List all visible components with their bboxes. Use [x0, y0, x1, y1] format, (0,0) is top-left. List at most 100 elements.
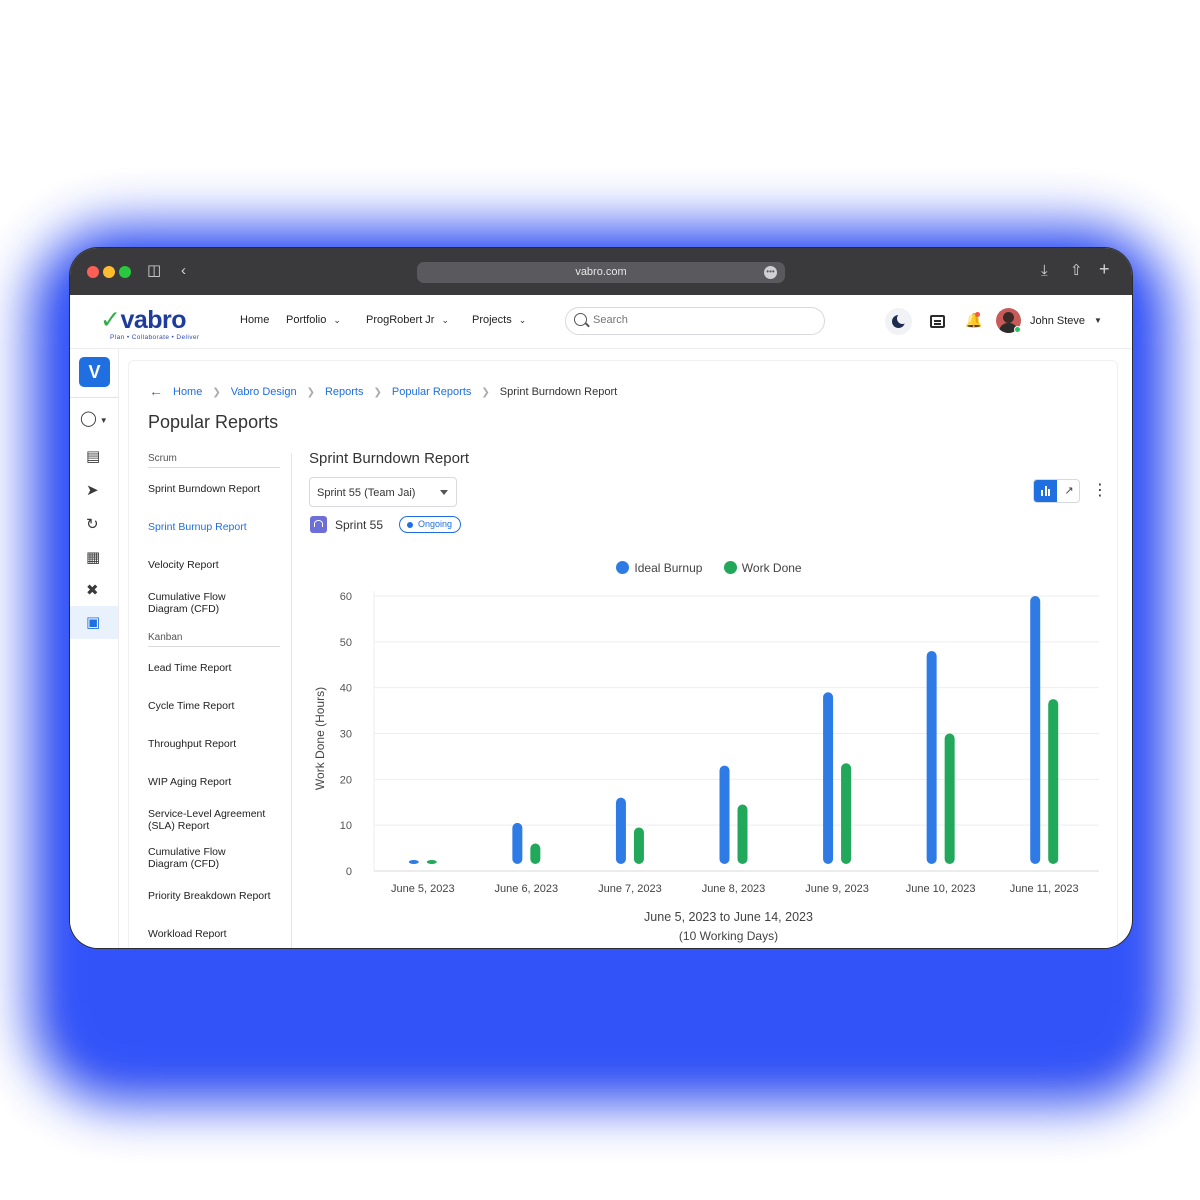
notification-dot [975, 312, 980, 317]
nav-projects[interactable]: Projects ⌄ [472, 314, 526, 326]
minimize-window-button[interactable] [103, 266, 115, 278]
nav-portfolio-label: Portfolio [286, 314, 327, 326]
x-axis-sublabel: (10 Working Days) [679, 929, 778, 943]
caret-down-icon [440, 490, 448, 495]
breadcrumb-popular-reports[interactable]: Popular Reports [391, 386, 472, 398]
report-item-velocity[interactable]: Velocity Report [148, 559, 219, 571]
sprint-select[interactable]: Sprint 55 (Team Jai) [309, 477, 457, 507]
board-icon[interactable]: ▤ [86, 448, 101, 465]
rail-divider [70, 397, 118, 398]
close-window-button[interactable] [87, 266, 99, 278]
bar-ideal[interactable] [926, 651, 937, 864]
workspace-badge[interactable]: V [79, 357, 110, 387]
report-item-cycle-time[interactable]: Cycle Time Report [148, 700, 235, 712]
bar-done[interactable] [633, 827, 644, 864]
user-menu-chevron-icon[interactable]: ▼ [1094, 316, 1102, 325]
report-item-priority-breakdown[interactable]: Priority Breakdown Report [148, 890, 271, 902]
section-heading-kanban: Kanban [148, 632, 280, 647]
bar-ideal[interactable] [408, 860, 419, 864]
report-item-lead-time[interactable]: Lead Time Report [148, 662, 232, 674]
logo-tagline: Plan • Collaborate • Deliver [110, 334, 200, 341]
messages-icon[interactable] [930, 315, 945, 328]
vabro-logo[interactable]: ✓vabro Plan • Collaborate • Deliver [100, 305, 199, 341]
y-tick-label: 40 [340, 683, 352, 695]
browser-titlebar: ◫ ‹ vabro.com ••• ⤓ ⇧ + [70, 248, 1132, 295]
breadcrumb-home[interactable]: Home [173, 386, 203, 398]
share-icon[interactable]: ⇧ [1070, 262, 1083, 279]
bar-ideal[interactable] [719, 765, 730, 864]
x-tick-label: June 9, 2023 [805, 883, 869, 895]
calendar-icon[interactable]: ▦ [86, 549, 101, 566]
report-item-cfd-kanban[interactable]: Cumulative Flow Diagram (CFD) [148, 846, 226, 870]
bar-done[interactable] [1048, 699, 1059, 864]
chevron-down-icon: ⌄ [441, 315, 450, 325]
reports-icon[interactable]: ▣ [86, 614, 101, 631]
bar-done[interactable] [426, 860, 437, 864]
bar-done[interactable] [841, 763, 852, 864]
report-item-sprint-burndown[interactable]: Sprint Burndown Report [148, 483, 261, 495]
tools-icon[interactable]: ✖ [86, 582, 99, 599]
more-icon[interactable]: ••• [764, 266, 777, 279]
legend-entry-done[interactable]: Work Done [723, 561, 802, 575]
x-tick-label: June 5, 2023 [391, 883, 455, 895]
status-badge: Ongoing [399, 516, 462, 533]
search-box[interactable] [565, 307, 825, 335]
x-tick-label: June 8, 2023 [702, 883, 766, 895]
search-icon [574, 313, 587, 326]
logo-word: vabro [120, 306, 187, 334]
report-item-wip-aging[interactable]: WIP Aging Report [148, 776, 232, 788]
y-tick-label: 20 [340, 774, 352, 786]
breadcrumb-reports[interactable]: Reports [324, 386, 364, 398]
bar-chart-icon[interactable] [1034, 480, 1057, 502]
report-item-workload[interactable]: Workload Report [148, 928, 227, 940]
maximize-window-button[interactable] [119, 266, 131, 278]
back-arrow-icon[interactable]: ‹ [181, 262, 186, 279]
bar-done[interactable] [944, 733, 955, 865]
sprint-icon[interactable]: ↻ [86, 516, 99, 533]
chevron-right-icon: ❯ [306, 387, 315, 398]
browser-window: ◫ ‹ vabro.com ••• ⤓ ⇧ + ✓vabro Plan • Co… [70, 248, 1132, 948]
report-item-throughput[interactable]: Throughput Report [148, 738, 237, 750]
sidebar-toggle-icon[interactable]: ◫ [147, 262, 162, 279]
x-tick-label: June 7, 2023 [598, 883, 662, 895]
y-tick-label: 0 [346, 866, 352, 878]
nav-workspace-label: ProgRobert Jr [366, 314, 435, 326]
user-avatar[interactable] [996, 308, 1021, 333]
report-item-cfd-scrum[interactable]: Cumulative Flow Diagram (CFD) [148, 591, 226, 615]
chevron-right-icon: ❯ [481, 387, 490, 398]
dark-mode-toggle-icon[interactable] [885, 308, 912, 335]
chart-type-toggle: ↗ [1033, 479, 1080, 503]
report-item-sprint-burnup[interactable]: Sprint Burnup Report [148, 521, 247, 533]
legend-entry-ideal[interactable]: Ideal Burnup [616, 561, 702, 575]
bar-ideal[interactable] [1030, 596, 1041, 864]
new-tab-icon[interactable]: + [1099, 259, 1110, 279]
send-icon[interactable]: ➤ [86, 482, 99, 499]
search-input[interactable] [593, 314, 813, 326]
bar-done[interactable] [737, 804, 748, 864]
logo-check-icon: ✓ [100, 306, 121, 334]
report-item-sla[interactable]: Service-Level Agreement (SLA) Report [148, 808, 266, 832]
chevron-down-icon: ⌄ [518, 315, 527, 325]
bar-ideal[interactable] [823, 692, 834, 864]
line-chart-icon[interactable]: ↗ [1064, 485, 1074, 497]
nav-portfolio[interactable]: Portfolio ⌄ [286, 314, 341, 326]
bar-ideal[interactable] [512, 822, 523, 864]
back-arrow-icon[interactable]: ← [149, 383, 163, 399]
more-options-icon[interactable]: ⋮ [1092, 482, 1108, 499]
y-tick-label: 30 [340, 729, 352, 741]
breadcrumb: ← Home ❯ Vabro Design ❯ Reports ❯ Popular Repor… [149, 383, 617, 399]
user-circle-icon[interactable]: ◯ ▼ [80, 410, 108, 427]
user-name[interactable]: John Steve [1030, 315, 1086, 327]
nav-workspace[interactable]: ProgRobert Jr ⌄ [366, 314, 449, 326]
bar-ideal[interactable] [615, 797, 626, 864]
chevron-down-icon: ⌄ [333, 315, 341, 325]
breadcrumb-project[interactable]: Vabro Design [230, 386, 297, 398]
bar-done[interactable] [530, 843, 541, 865]
download-icon[interactable]: ⤓ [1041, 262, 1048, 279]
sprint-icon [310, 516, 327, 533]
nav-home[interactable]: Home [240, 314, 270, 326]
chevron-right-icon: ❯ [373, 387, 382, 398]
address-bar[interactable]: vabro.com ••• [417, 262, 785, 283]
url-text: vabro.com [575, 266, 627, 278]
legend-dot-ideal [616, 561, 630, 574]
